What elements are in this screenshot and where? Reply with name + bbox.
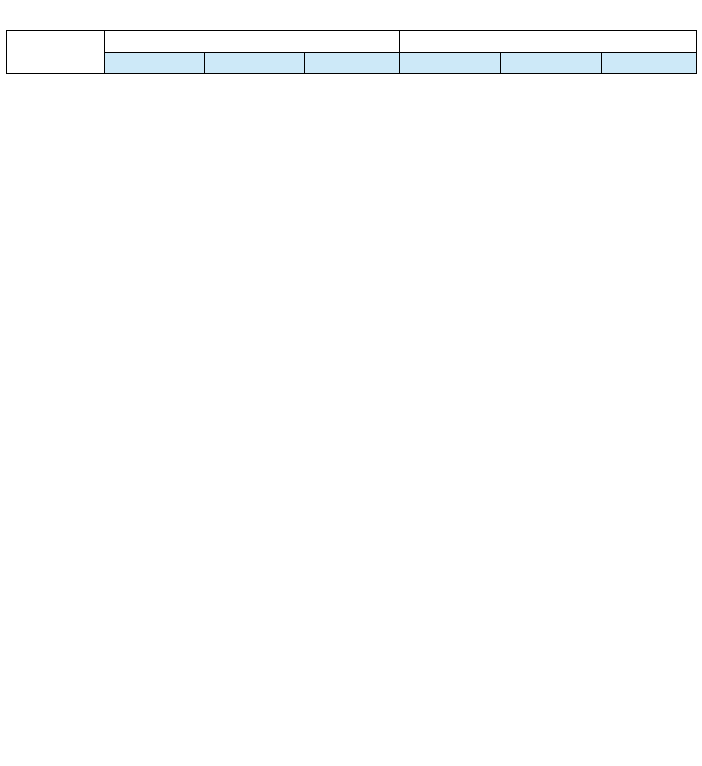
column-header-silver-change bbox=[601, 52, 698, 74]
premiums-table bbox=[6, 30, 698, 74]
column-header-bronze-2015 bbox=[104, 52, 205, 74]
column-group-silver bbox=[399, 30, 698, 53]
column-header-state bbox=[6, 30, 105, 74]
column-header-silver-2015 bbox=[399, 52, 502, 74]
table-title bbox=[5, 7, 696, 26]
column-header-silver-2016 bbox=[500, 52, 603, 74]
sub-header-row bbox=[7, 52, 698, 74]
column-header-bronze-change bbox=[303, 52, 401, 74]
group-header-row bbox=[6, 30, 698, 74]
column-group-bronze bbox=[103, 30, 401, 53]
column-header-bronze-2016 bbox=[204, 52, 305, 74]
table-header bbox=[6, 30, 698, 74]
page bbox=[0, 7, 702, 766]
